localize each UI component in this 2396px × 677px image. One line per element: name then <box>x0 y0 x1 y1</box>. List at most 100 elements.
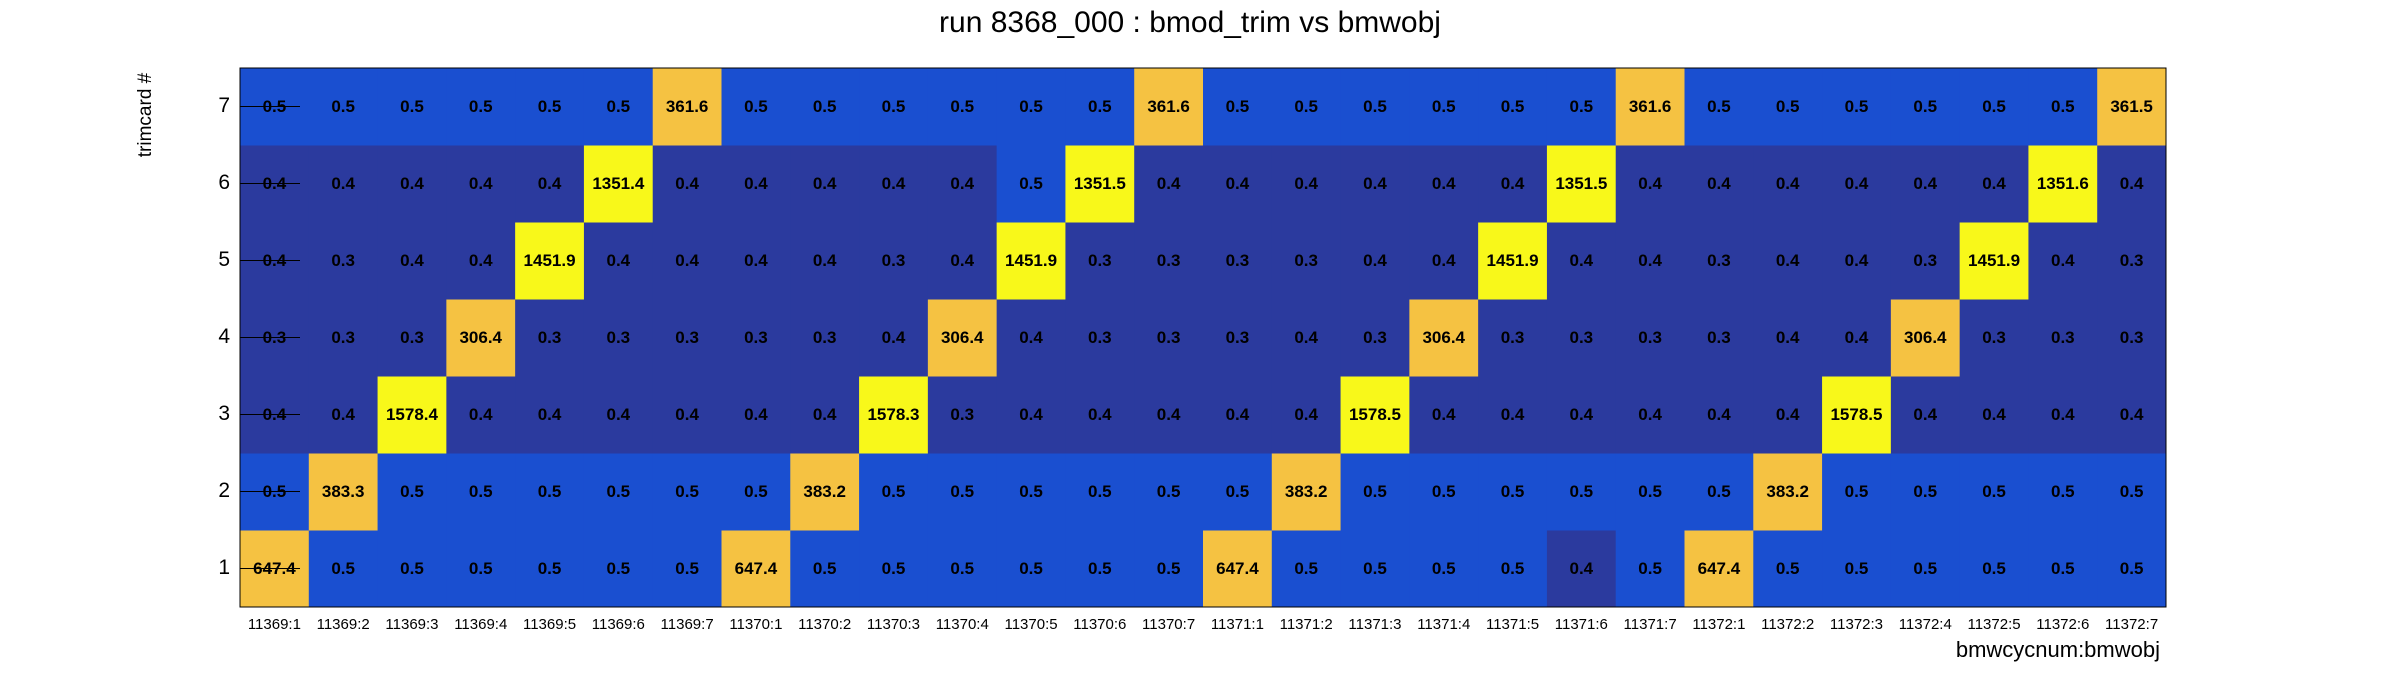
cell <box>1134 453 1204 531</box>
cell <box>1615 453 1685 531</box>
cell <box>1134 530 1204 608</box>
cell-label: 0.5 <box>1432 97 1456 116</box>
x-tick-label: 11372:5 <box>1967 616 2020 633</box>
cell-label: 0.5 <box>1776 559 1800 578</box>
cell <box>721 376 791 454</box>
cell-label: 0.5 <box>2051 97 2075 116</box>
cell <box>446 299 516 377</box>
cell-label: 0.5 <box>469 559 493 578</box>
x-tick-label: 11372:2 <box>1761 616 1814 633</box>
x-tick-label: 11369:7 <box>661 616 714 633</box>
cell-label: 0.5 <box>538 559 562 578</box>
cell <box>1684 453 1754 531</box>
cell <box>996 222 1066 300</box>
cell-label: 0.4 <box>2120 174 2144 193</box>
y-tick-label: 7 <box>218 94 230 117</box>
cell-label: 0.4 <box>1982 405 2006 424</box>
cell <box>1271 453 1342 531</box>
cell-label: 0.3 <box>1570 328 1594 347</box>
cell-label: 0.5 <box>1019 174 1043 193</box>
cell <box>308 145 379 223</box>
cell <box>1271 145 1342 223</box>
cell-label: 0.5 <box>1294 559 1318 578</box>
cell <box>652 376 722 454</box>
cell <box>1340 68 1410 146</box>
cell-label: 0.4 <box>469 251 493 270</box>
cell-label: 0.5 <box>607 482 631 501</box>
cell-label: 0.4 <box>882 328 906 347</box>
cell-label: 0.4 <box>2051 251 2075 270</box>
cell-label: 0.5 <box>1501 482 1525 501</box>
cell-label: 0.5 <box>400 559 424 578</box>
cell <box>652 453 722 531</box>
x-tick-label: 11371:3 <box>1348 616 1401 633</box>
cell <box>1822 145 1892 223</box>
cell-label: 0.5 <box>882 482 906 501</box>
x-axis-title: bmwcycnum:bmwobj <box>1956 637 2160 662</box>
cell <box>1065 68 1135 146</box>
y-tick-label: 1 <box>218 556 230 579</box>
cell-label: 0.5 <box>2051 482 2075 501</box>
cell <box>996 68 1066 146</box>
cell-label: 0.5 <box>882 559 906 578</box>
cell <box>2028 222 2098 300</box>
cell <box>721 530 791 608</box>
cell-label: 0.5 <box>1501 559 1525 578</box>
cell-label: 0.3 <box>1363 328 1387 347</box>
cell-label: 0.3 <box>1157 328 1181 347</box>
cell <box>1271 376 1342 454</box>
cell-label: 0.4 <box>1501 174 1525 193</box>
cell-label: 0.4 <box>1363 251 1387 270</box>
cell-label: 0.4 <box>1294 328 1318 347</box>
cell <box>377 453 447 531</box>
cell-label: 1351.5 <box>1555 174 1607 193</box>
cell-label: 0.3 <box>2120 328 2144 347</box>
cell-label: 361.5 <box>2110 97 2153 116</box>
cell <box>2028 299 2098 377</box>
cell-label: 0.5 <box>1019 97 1043 116</box>
cell-label: 0.3 <box>607 328 631 347</box>
cell <box>1134 145 1204 223</box>
cell <box>1409 530 1479 608</box>
x-tick-label: 11369:2 <box>317 616 370 633</box>
cell <box>1065 299 1135 377</box>
cell-label: 0.4 <box>1226 174 1250 193</box>
cell-label: 0.4 <box>1707 174 1731 193</box>
cell <box>1546 376 1617 454</box>
cell-label: 0.4 <box>1776 174 1800 193</box>
cell <box>515 530 585 608</box>
cell <box>1959 222 2029 300</box>
x-tick-label: 11370:1 <box>729 616 782 633</box>
cell-label: 0.5 <box>1913 559 1937 578</box>
cell <box>308 68 379 146</box>
cell <box>859 145 929 223</box>
cell <box>790 68 860 146</box>
cell <box>1478 68 1548 146</box>
x-tick-label: 11370:4 <box>936 616 989 633</box>
cell <box>446 222 516 300</box>
cell <box>515 453 585 531</box>
cell-label: 0.4 <box>1501 405 1525 424</box>
cell <box>583 453 654 531</box>
cell <box>1822 453 1892 531</box>
cell-label: 0.3 <box>538 328 562 347</box>
cell-label: 0.5 <box>675 559 699 578</box>
cell-label: 0.5 <box>607 559 631 578</box>
cell-label: 0.4 <box>1570 251 1594 270</box>
cell-label: 0.5 <box>331 97 355 116</box>
cell <box>1340 222 1410 300</box>
cell-label: 0.4 <box>675 174 699 193</box>
cell <box>2097 376 2167 454</box>
y-axis-title: trimcard # <box>135 72 156 157</box>
cell-label: 0.4 <box>469 174 493 193</box>
cell <box>1822 299 1892 377</box>
cell <box>2028 453 2098 531</box>
cell <box>515 299 585 377</box>
cell-label: 0.5 <box>1363 482 1387 501</box>
cell-label: 0.5 <box>1088 97 1112 116</box>
cell-label: 0.4 <box>813 251 837 270</box>
cell-label: 0.4 <box>1294 174 1318 193</box>
x-tick-label: 11371:7 <box>1624 616 1677 633</box>
cell <box>1203 222 1273 300</box>
